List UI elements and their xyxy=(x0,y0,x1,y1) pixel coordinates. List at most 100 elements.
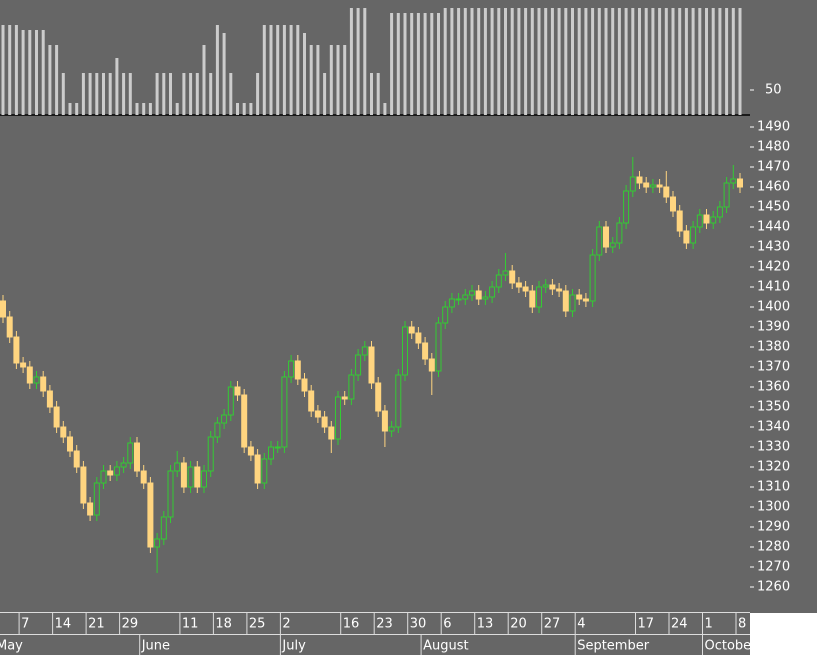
candle-body xyxy=(13,336,20,364)
indicator-bar xyxy=(617,8,621,115)
indicator-bar xyxy=(189,73,193,115)
candle-body xyxy=(589,254,596,302)
y-tick-label: 1300 xyxy=(757,500,790,515)
candle-body xyxy=(167,470,174,518)
candle-body xyxy=(676,210,683,232)
candle-body xyxy=(643,182,650,188)
indicator-bar xyxy=(524,8,528,115)
candle-body xyxy=(683,230,690,244)
indicator-bar xyxy=(430,13,434,115)
candle-body xyxy=(254,454,261,484)
indicator-bar xyxy=(249,103,253,115)
indicator-bar xyxy=(550,8,554,115)
candle-body xyxy=(395,374,402,428)
x-tick-label: 4 xyxy=(577,617,585,632)
candle-body xyxy=(710,216,717,224)
indicator-bar xyxy=(356,8,360,115)
candle-body xyxy=(221,414,228,424)
indicator-bar xyxy=(88,73,92,115)
y-tick-label: 1260 xyxy=(757,580,790,595)
y-tick-label: 1400 xyxy=(757,300,790,315)
indicator-bar xyxy=(316,45,320,115)
y-tick-label: 1370 xyxy=(757,360,790,375)
indicator-bar xyxy=(282,25,286,115)
indicator-bar xyxy=(236,103,239,115)
indicator-bar xyxy=(276,25,280,115)
y-tick-label: 1440 xyxy=(757,220,790,235)
candle-body xyxy=(261,458,268,484)
y-tick-label: 1410 xyxy=(757,280,790,295)
indicator-bar xyxy=(658,8,662,115)
indicator-bar xyxy=(530,8,534,115)
candle-body xyxy=(475,290,482,300)
x-tick-label: 16 xyxy=(343,617,360,632)
candle-body xyxy=(569,294,576,312)
candle-body xyxy=(361,346,368,356)
y-tick-label: 1320 xyxy=(757,460,790,475)
indicator-bar xyxy=(1,25,5,115)
candle-body xyxy=(100,470,107,484)
indicator-bar xyxy=(41,30,45,115)
indicator-bar xyxy=(571,8,574,115)
candle-body xyxy=(448,298,455,308)
candle-body xyxy=(408,326,415,334)
candle-body xyxy=(207,436,214,472)
candle-body xyxy=(368,346,375,384)
candle-body xyxy=(227,386,234,416)
candle-body xyxy=(462,294,469,300)
candle-body xyxy=(489,286,496,298)
candle-body xyxy=(294,360,301,380)
candle-body xyxy=(355,354,362,376)
indicator-bar xyxy=(155,73,159,115)
candle-body xyxy=(147,482,154,548)
indicator-bar xyxy=(718,8,722,115)
candle-body xyxy=(26,366,33,384)
indicator-bar xyxy=(731,8,735,115)
candle-body xyxy=(435,322,442,372)
indicator-bar xyxy=(504,8,507,115)
indicator-bar xyxy=(584,8,588,115)
candle-body xyxy=(716,206,723,218)
candle-body xyxy=(201,470,207,488)
x-tick-label: 30 xyxy=(410,617,427,632)
candle-body xyxy=(154,538,161,548)
candle-body xyxy=(515,282,522,288)
indicator-bar xyxy=(416,13,420,115)
y-tick-label: 1460 xyxy=(757,180,790,195)
indicator-bar xyxy=(437,13,440,115)
candle-body xyxy=(73,450,80,468)
indicator-bar xyxy=(684,8,688,115)
indicator-bar xyxy=(517,8,521,115)
indicator-bar xyxy=(410,13,414,115)
indicator-bar xyxy=(604,8,608,115)
candle-body xyxy=(174,462,181,472)
indicator-bar xyxy=(262,25,266,115)
x-tick-label: 18 xyxy=(215,617,232,632)
candle-body xyxy=(469,290,475,296)
candle-body xyxy=(603,226,609,248)
x-tick-label: 27 xyxy=(544,617,561,632)
candle-body xyxy=(127,442,134,464)
indicator-bar xyxy=(303,33,306,115)
x-tick-label: 25 xyxy=(249,617,266,632)
indicator-bar xyxy=(691,8,695,115)
candle-body xyxy=(234,386,241,396)
y-tick-label: 1290 xyxy=(757,520,790,535)
candle-body xyxy=(53,406,60,428)
indicator-bar xyxy=(564,8,568,115)
indicator-bar xyxy=(329,45,333,115)
indicator-bar xyxy=(370,73,373,115)
candle-body xyxy=(381,410,388,432)
indicator-bar xyxy=(195,73,199,115)
candle-body xyxy=(160,516,167,540)
y-tick-label: 1430 xyxy=(757,240,790,255)
indicator-bar xyxy=(544,8,548,115)
month-label: May xyxy=(0,639,23,654)
indicator-bar xyxy=(21,30,25,115)
candle-body xyxy=(509,270,516,284)
indicator-bar xyxy=(396,13,400,115)
indicator-bar xyxy=(222,33,226,115)
candle-body xyxy=(576,294,583,300)
month-label: June xyxy=(141,639,170,654)
